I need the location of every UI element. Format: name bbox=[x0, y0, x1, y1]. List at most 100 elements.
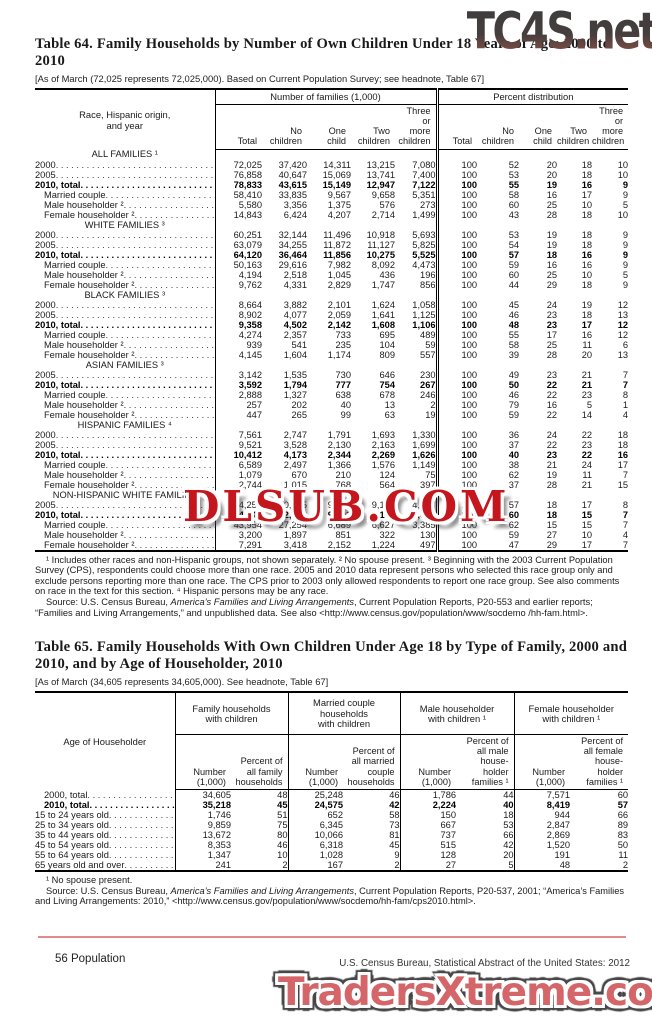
cell-value: 18 bbox=[546, 499, 558, 510]
cell-value: 100 bbox=[435, 279, 478, 290]
table65-title: Table 65. Family Households With Own Chi… bbox=[35, 639, 628, 672]
cell-value: 150 bbox=[399, 810, 457, 821]
row-label: Male householder ² bbox=[44, 469, 124, 480]
cell-value: 89 bbox=[617, 820, 629, 831]
cell-value: 24,575 bbox=[287, 800, 344, 811]
cell-value: 128 bbox=[399, 850, 457, 861]
cell-value: 652 bbox=[287, 810, 344, 821]
cell-value: 16 bbox=[546, 189, 558, 200]
cell-value: 16 bbox=[546, 259, 558, 270]
cell-value: 39 bbox=[508, 349, 520, 360]
row-label-wrap: 45 to 54 years old bbox=[35, 840, 175, 850]
cell-value: 6,627 bbox=[371, 519, 395, 530]
cell-value: 2,152 bbox=[327, 539, 351, 550]
cell-value: 100 bbox=[435, 229, 478, 240]
cell-value: 2,059 bbox=[327, 309, 351, 320]
source-attribution: U.S. Census Bureau, Statistical Abstract… bbox=[339, 958, 630, 969]
section-spacer bbox=[435, 219, 629, 230]
row-label-cell: 2005 bbox=[35, 439, 216, 450]
cell-value: 17 bbox=[581, 319, 593, 330]
cell-value: 5,580 bbox=[238, 199, 262, 210]
row-label: 2010, total bbox=[35, 379, 81, 390]
row-label-cell: Male householder ² bbox=[35, 199, 216, 210]
cell-value: 1,699 bbox=[412, 439, 436, 450]
table64-headnote: [As of March (72,025 represents 72,025,0… bbox=[35, 73, 485, 84]
cell-value: 777 bbox=[335, 379, 351, 390]
cell-value: 78,833 bbox=[233, 179, 262, 190]
cell-value: 75 bbox=[425, 469, 436, 480]
cell-value: 14,311 bbox=[323, 159, 351, 170]
cell-value: 10,066 bbox=[287, 830, 344, 841]
row-label: Married couple bbox=[44, 389, 106, 400]
cell-value: 8 bbox=[622, 499, 629, 510]
cell-value: 45 bbox=[389, 840, 400, 851]
table-row: Married couple 50,163 29,616 7,982 8,092 4,47… bbox=[35, 259, 628, 270]
cell-value: 1,794 bbox=[283, 379, 307, 390]
section-label: ALL FAMILIES ¹ bbox=[35, 149, 216, 160]
row-label-wrap: Female householder ² bbox=[35, 210, 215, 220]
cell-value: 6 bbox=[622, 339, 629, 350]
leader-dots bbox=[56, 500, 215, 510]
section-spacer bbox=[215, 360, 437, 370]
cell-value: 36 bbox=[508, 429, 520, 440]
leader-dots bbox=[56, 240, 215, 250]
cell-value: 7,982 bbox=[327, 259, 351, 270]
cell-value: 100 bbox=[435, 349, 478, 360]
row-label-cell: 2010, total bbox=[35, 800, 176, 811]
table65-stub-header: Age of Householder bbox=[35, 692, 176, 790]
column-header: Number (1,000) bbox=[513, 734, 571, 791]
cell-value: 12,947 bbox=[366, 179, 395, 190]
section-spacer bbox=[215, 490, 437, 500]
cell-value: 5,825 bbox=[412, 239, 436, 250]
cell-value: 23 bbox=[546, 449, 558, 460]
leader-dots bbox=[80, 250, 214, 260]
cell-value: 25,248 bbox=[287, 789, 344, 801]
cell-value: 45 bbox=[508, 299, 520, 310]
cell-value: 4,473 bbox=[412, 259, 436, 270]
cell-value: 21 bbox=[546, 459, 558, 470]
cell-value: 21 bbox=[581, 369, 593, 380]
row-label: Female householder ² bbox=[44, 409, 135, 420]
row-label: 2000 bbox=[35, 429, 56, 440]
row-label: Married couple bbox=[44, 259, 106, 270]
cell-value: 57 bbox=[508, 499, 520, 510]
cell-value: 5 bbox=[586, 399, 593, 410]
cell-value: 100 bbox=[435, 389, 478, 400]
watermark-tradersxtreme: TradersXtreme.com bbox=[278, 970, 652, 1015]
row-label: 2005 bbox=[35, 239, 56, 250]
row-label-wrap: 2005 bbox=[35, 370, 215, 380]
cell-value: 13,672 bbox=[174, 830, 231, 841]
row-label: Male householder ² bbox=[44, 529, 124, 540]
row-label-cell: Married couple bbox=[35, 389, 216, 400]
cell-value: 9 bbox=[622, 189, 629, 200]
row-label-cell: 25 to 34 years old bbox=[35, 820, 176, 831]
cell-value: 1,786 bbox=[399, 789, 457, 801]
cell-value: 60 bbox=[508, 269, 520, 280]
cell-value: 4,077 bbox=[283, 309, 307, 320]
cell-value: 43 bbox=[508, 209, 520, 220]
cell-value: 42 bbox=[389, 800, 400, 811]
cell-value: 4,217 bbox=[412, 499, 436, 510]
cell-value: 80 bbox=[277, 830, 288, 841]
cell-value: 19 bbox=[425, 409, 436, 420]
cell-value: 1,045 bbox=[327, 269, 351, 280]
cell-value: 21 bbox=[581, 379, 593, 390]
column-header: Number (1,000) bbox=[174, 734, 231, 791]
cell-value: 564 bbox=[379, 479, 395, 490]
row-label: Male householder ² bbox=[44, 199, 124, 210]
cell-value: 11,496 bbox=[323, 229, 351, 240]
cell-value: 6,345 bbox=[287, 820, 344, 831]
cell-value: 1,058 bbox=[412, 299, 436, 310]
cell-value: 48 bbox=[513, 860, 571, 872]
cell-value: 230 bbox=[420, 369, 436, 380]
row-label: 2000 bbox=[35, 229, 56, 240]
cell-value: 42 bbox=[503, 840, 514, 851]
cell-value: 1,015 bbox=[283, 479, 307, 490]
column-header: Total bbox=[215, 104, 262, 150]
table-row: 2010, total 78,833 43,615 15,149 12,947 7,122… bbox=[35, 179, 628, 190]
cell-value: 678 bbox=[379, 389, 395, 400]
leader-dots bbox=[80, 510, 214, 520]
